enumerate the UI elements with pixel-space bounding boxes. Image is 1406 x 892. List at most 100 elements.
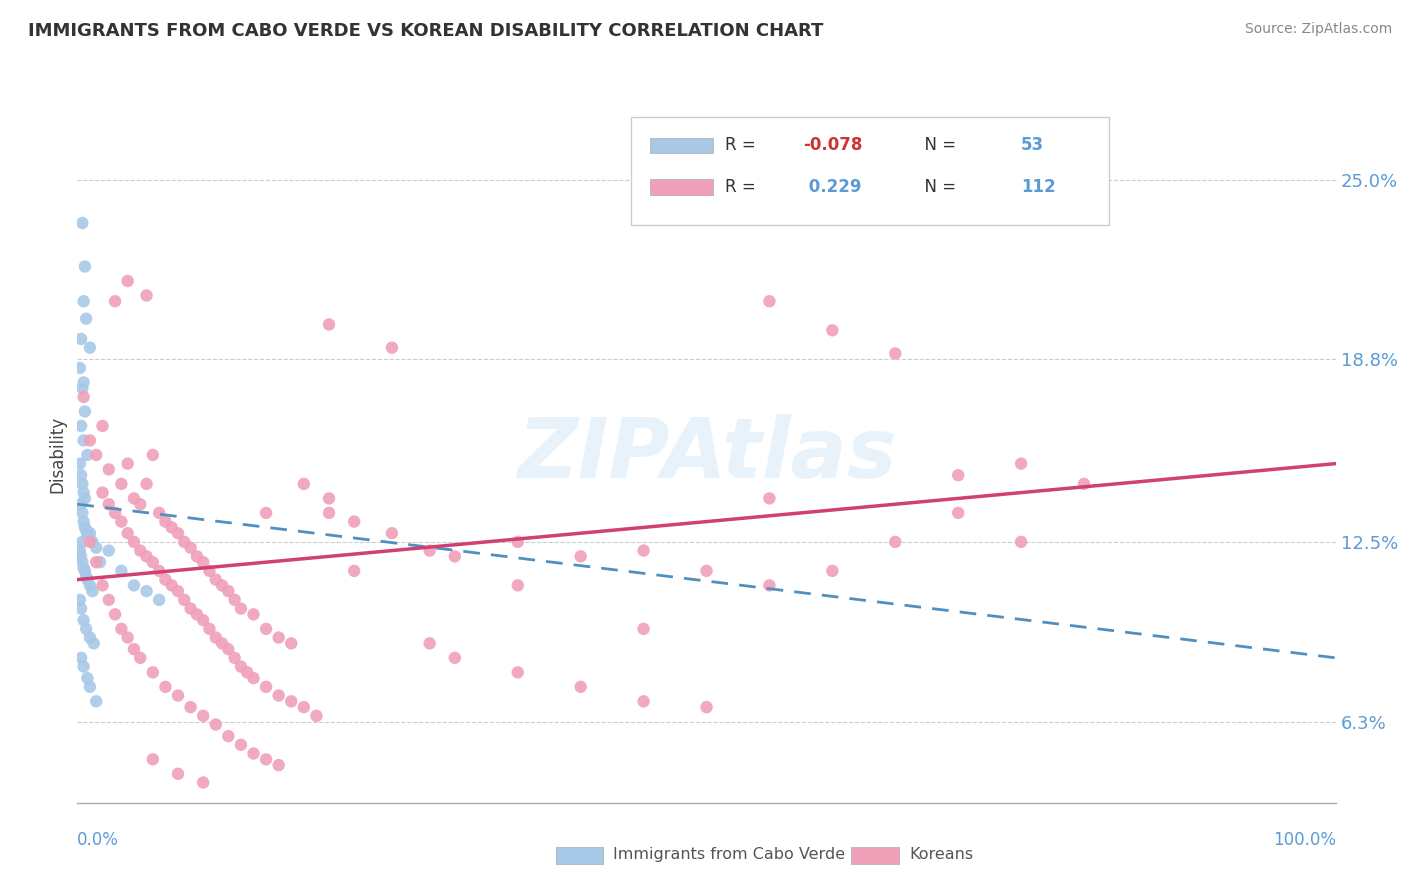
- Point: [1073, 476, 1095, 491]
- Text: IMMIGRANTS FROM CABO VERDE VS KOREAN DISABILITY CORRELATION CHART: IMMIGRANTS FROM CABO VERDE VS KOREAN DIS…: [28, 22, 824, 40]
- Point: [191, 708, 215, 723]
- Point: [506, 534, 529, 549]
- Point: [419, 543, 441, 558]
- Point: [155, 515, 177, 529]
- Point: [633, 543, 655, 558]
- Point: [84, 541, 107, 555]
- Point: [75, 570, 97, 584]
- Point: [318, 318, 340, 332]
- Point: [381, 341, 404, 355]
- Point: [70, 601, 93, 615]
- Point: [72, 659, 94, 673]
- Point: [242, 671, 264, 685]
- Point: [72, 515, 94, 529]
- Point: [122, 534, 145, 549]
- Point: [292, 700, 315, 714]
- Point: [280, 694, 302, 708]
- Point: [69, 457, 91, 471]
- Point: [236, 665, 259, 680]
- Point: [91, 578, 114, 592]
- Point: [198, 564, 221, 578]
- Point: [73, 404, 96, 418]
- Point: [191, 775, 215, 789]
- Point: [633, 694, 655, 708]
- Point: [110, 476, 132, 491]
- Text: Immigrants from Cabo Verde: Immigrants from Cabo Verde: [613, 847, 845, 863]
- Point: [167, 689, 190, 703]
- Text: N =: N =: [914, 178, 962, 196]
- Point: [148, 564, 170, 578]
- Text: N =: N =: [914, 136, 962, 154]
- Point: [97, 462, 120, 476]
- Point: [191, 555, 215, 569]
- Point: [142, 752, 165, 766]
- Point: [180, 700, 202, 714]
- Point: [122, 642, 145, 657]
- Point: [142, 665, 165, 680]
- Text: R =: R =: [725, 178, 762, 196]
- Point: [948, 506, 970, 520]
- Point: [444, 549, 467, 564]
- Text: Koreans: Koreans: [910, 847, 973, 863]
- Point: [117, 526, 139, 541]
- Text: 0.229: 0.229: [803, 178, 862, 196]
- Point: [884, 346, 907, 360]
- Point: [83, 636, 105, 650]
- FancyBboxPatch shape: [555, 847, 603, 864]
- Point: [70, 468, 93, 483]
- Text: ZIPAtlas: ZIPAtlas: [517, 415, 896, 495]
- Point: [186, 549, 208, 564]
- Point: [758, 491, 780, 506]
- Point: [73, 491, 96, 506]
- Point: [224, 651, 246, 665]
- Point: [70, 419, 93, 434]
- Point: [72, 390, 94, 404]
- Point: [173, 592, 195, 607]
- Point: [254, 752, 277, 766]
- Point: [318, 491, 340, 506]
- Point: [167, 766, 190, 781]
- Point: [97, 592, 120, 607]
- Point: [84, 555, 107, 569]
- FancyBboxPatch shape: [650, 137, 713, 153]
- Point: [1010, 534, 1032, 549]
- Point: [79, 341, 101, 355]
- Point: [75, 311, 97, 326]
- Point: [122, 491, 145, 506]
- Point: [242, 747, 264, 761]
- Point: [160, 578, 183, 592]
- Point: [79, 434, 101, 448]
- Point: [79, 534, 101, 549]
- Point: [229, 659, 252, 673]
- Point: [419, 636, 441, 650]
- Point: [72, 534, 94, 549]
- Point: [160, 520, 183, 534]
- Point: [84, 448, 107, 462]
- Point: [343, 515, 366, 529]
- Text: 0.0%: 0.0%: [77, 830, 120, 848]
- Point: [173, 534, 195, 549]
- Point: [72, 434, 94, 448]
- Point: [72, 613, 94, 627]
- Point: [444, 651, 467, 665]
- Point: [821, 323, 844, 337]
- Point: [110, 515, 132, 529]
- Point: [167, 584, 190, 599]
- Point: [186, 607, 208, 622]
- Point: [217, 584, 239, 599]
- Point: [135, 549, 157, 564]
- Point: [506, 665, 529, 680]
- Point: [75, 622, 97, 636]
- Point: [76, 671, 98, 685]
- Point: [69, 361, 91, 376]
- Point: [97, 497, 120, 511]
- Point: [191, 613, 215, 627]
- FancyBboxPatch shape: [851, 847, 898, 864]
- Point: [224, 592, 246, 607]
- Point: [135, 476, 157, 491]
- Point: [72, 216, 94, 230]
- Point: [129, 651, 152, 665]
- Point: [267, 689, 290, 703]
- Point: [75, 523, 97, 537]
- Point: [155, 680, 177, 694]
